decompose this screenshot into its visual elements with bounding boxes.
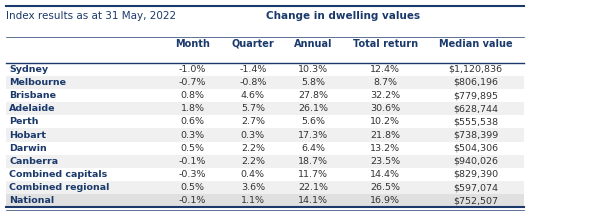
- FancyBboxPatch shape: [6, 141, 524, 155]
- Text: Sydney: Sydney: [9, 65, 48, 74]
- Text: 16.9%: 16.9%: [370, 196, 400, 205]
- Text: Hobart: Hobart: [9, 130, 46, 140]
- Text: 17.3%: 17.3%: [298, 130, 328, 140]
- Text: $779,895: $779,895: [453, 91, 498, 100]
- Text: $829,390: $829,390: [453, 170, 498, 179]
- FancyBboxPatch shape: [6, 155, 524, 168]
- Text: $504,306: $504,306: [453, 144, 498, 153]
- Text: -1.4%: -1.4%: [239, 65, 267, 74]
- Text: 0.6%: 0.6%: [181, 117, 205, 126]
- Text: Canberra: Canberra: [9, 157, 58, 166]
- Text: 5.7%: 5.7%: [241, 104, 265, 113]
- Text: 0.5%: 0.5%: [181, 183, 205, 192]
- Text: Darwin: Darwin: [9, 144, 47, 153]
- Text: 4.6%: 4.6%: [241, 91, 265, 100]
- Text: 6.4%: 6.4%: [301, 144, 325, 153]
- Text: 12.4%: 12.4%: [370, 65, 400, 74]
- FancyBboxPatch shape: [6, 115, 524, 129]
- Text: $806,196: $806,196: [453, 78, 498, 87]
- Text: 0.8%: 0.8%: [181, 91, 205, 100]
- Text: Adelaide: Adelaide: [9, 104, 55, 113]
- Text: -0.1%: -0.1%: [179, 157, 206, 166]
- Text: 0.3%: 0.3%: [241, 130, 265, 140]
- FancyBboxPatch shape: [6, 89, 524, 102]
- Text: 22.1%: 22.1%: [298, 183, 328, 192]
- Text: 21.8%: 21.8%: [370, 130, 400, 140]
- Text: $738,399: $738,399: [453, 130, 498, 140]
- FancyBboxPatch shape: [6, 194, 524, 207]
- Text: National: National: [9, 196, 54, 205]
- Text: -0.7%: -0.7%: [179, 78, 206, 87]
- Text: 2.2%: 2.2%: [241, 157, 265, 166]
- FancyBboxPatch shape: [6, 129, 524, 141]
- Text: -0.1%: -0.1%: [179, 196, 206, 205]
- Text: 30.6%: 30.6%: [370, 104, 400, 113]
- Text: 26.5%: 26.5%: [370, 183, 400, 192]
- Text: Melbourne: Melbourne: [9, 78, 66, 87]
- Text: Quarter: Quarter: [231, 39, 275, 49]
- Text: 5.6%: 5.6%: [301, 117, 325, 126]
- Text: 13.2%: 13.2%: [370, 144, 400, 153]
- FancyBboxPatch shape: [6, 76, 524, 89]
- Text: 0.3%: 0.3%: [181, 130, 205, 140]
- Text: -0.3%: -0.3%: [179, 170, 206, 179]
- Text: 14.4%: 14.4%: [370, 170, 400, 179]
- Text: 10.3%: 10.3%: [298, 65, 328, 74]
- Text: 10.2%: 10.2%: [370, 117, 400, 126]
- Text: 0.5%: 0.5%: [181, 144, 205, 153]
- Text: $1,120,836: $1,120,836: [448, 65, 503, 74]
- Text: 23.5%: 23.5%: [370, 157, 400, 166]
- FancyBboxPatch shape: [6, 102, 524, 115]
- Text: Perth: Perth: [9, 117, 39, 126]
- Text: 8.7%: 8.7%: [373, 78, 397, 87]
- Text: Brisbane: Brisbane: [9, 91, 56, 100]
- Text: 11.7%: 11.7%: [298, 170, 328, 179]
- Text: 5.8%: 5.8%: [301, 78, 325, 87]
- Text: Median value: Median value: [439, 39, 512, 49]
- Text: $597,074: $597,074: [453, 183, 498, 192]
- Text: 1.1%: 1.1%: [241, 196, 265, 205]
- Text: $752,507: $752,507: [453, 196, 498, 205]
- FancyBboxPatch shape: [6, 168, 524, 181]
- Text: 26.1%: 26.1%: [298, 104, 328, 113]
- Text: 32.2%: 32.2%: [370, 91, 400, 100]
- Text: Annual: Annual: [294, 39, 332, 49]
- Text: 0.4%: 0.4%: [241, 170, 265, 179]
- Text: 1.8%: 1.8%: [181, 104, 205, 113]
- Text: 14.1%: 14.1%: [298, 196, 328, 205]
- Text: 3.6%: 3.6%: [241, 183, 265, 192]
- Text: 2.2%: 2.2%: [241, 144, 265, 153]
- Text: -0.8%: -0.8%: [239, 78, 267, 87]
- FancyBboxPatch shape: [6, 63, 524, 76]
- Text: -1.0%: -1.0%: [179, 65, 206, 74]
- Text: Change in dwelling values: Change in dwelling values: [266, 11, 420, 21]
- Text: 18.7%: 18.7%: [298, 157, 328, 166]
- Text: 2.7%: 2.7%: [241, 117, 265, 126]
- Text: Total return: Total return: [353, 39, 418, 49]
- FancyBboxPatch shape: [6, 181, 524, 194]
- Text: Combined regional: Combined regional: [9, 183, 110, 192]
- Text: $940,026: $940,026: [453, 157, 498, 166]
- Text: Combined capitals: Combined capitals: [9, 170, 107, 179]
- Text: $628,744: $628,744: [453, 104, 498, 113]
- Text: 27.8%: 27.8%: [298, 91, 328, 100]
- Text: Index results as at 31 May, 2022: Index results as at 31 May, 2022: [6, 11, 176, 21]
- Text: Month: Month: [175, 39, 210, 49]
- Text: $555,538: $555,538: [453, 117, 498, 126]
